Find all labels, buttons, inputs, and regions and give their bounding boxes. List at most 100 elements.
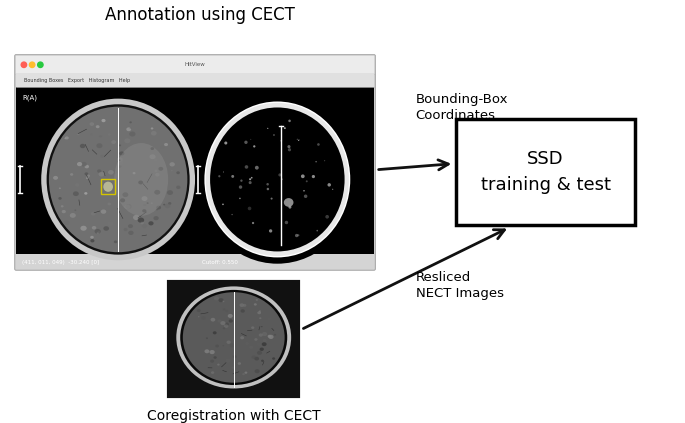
Ellipse shape xyxy=(198,316,199,317)
Ellipse shape xyxy=(232,366,234,369)
Ellipse shape xyxy=(219,325,224,328)
Ellipse shape xyxy=(217,364,220,365)
Ellipse shape xyxy=(254,338,258,341)
Circle shape xyxy=(29,62,35,68)
Ellipse shape xyxy=(251,327,254,329)
Ellipse shape xyxy=(163,204,165,206)
Ellipse shape xyxy=(210,107,345,251)
Ellipse shape xyxy=(315,161,317,162)
Bar xyxy=(169,281,299,397)
Ellipse shape xyxy=(288,145,290,148)
Ellipse shape xyxy=(278,173,282,176)
Ellipse shape xyxy=(297,139,298,140)
Ellipse shape xyxy=(288,148,291,151)
Ellipse shape xyxy=(272,357,275,360)
Ellipse shape xyxy=(140,222,144,224)
Ellipse shape xyxy=(262,342,266,346)
Ellipse shape xyxy=(224,324,228,328)
Ellipse shape xyxy=(111,140,116,144)
Text: Resliced
NECT Images: Resliced NECT Images xyxy=(416,271,503,300)
Ellipse shape xyxy=(258,311,261,314)
Ellipse shape xyxy=(129,127,132,129)
Ellipse shape xyxy=(223,345,224,346)
Ellipse shape xyxy=(273,134,275,136)
Ellipse shape xyxy=(261,360,264,362)
Ellipse shape xyxy=(120,198,125,202)
FancyBboxPatch shape xyxy=(15,55,375,74)
Ellipse shape xyxy=(229,319,233,323)
Ellipse shape xyxy=(240,303,244,307)
Ellipse shape xyxy=(225,322,229,326)
Ellipse shape xyxy=(65,136,68,140)
Ellipse shape xyxy=(239,185,242,189)
Ellipse shape xyxy=(155,173,160,176)
Ellipse shape xyxy=(90,133,92,135)
Bar xyxy=(456,119,635,225)
Ellipse shape xyxy=(210,318,215,321)
Ellipse shape xyxy=(251,177,253,179)
Ellipse shape xyxy=(324,160,325,161)
Ellipse shape xyxy=(316,230,318,231)
Ellipse shape xyxy=(151,131,157,135)
Ellipse shape xyxy=(129,121,132,124)
Ellipse shape xyxy=(95,229,101,234)
Ellipse shape xyxy=(240,309,245,313)
Ellipse shape xyxy=(77,134,79,135)
Ellipse shape xyxy=(219,298,223,302)
Ellipse shape xyxy=(90,122,94,126)
Ellipse shape xyxy=(164,143,168,146)
Ellipse shape xyxy=(249,181,251,184)
Ellipse shape xyxy=(238,362,241,365)
Ellipse shape xyxy=(214,356,216,359)
Ellipse shape xyxy=(259,333,263,337)
Ellipse shape xyxy=(99,135,102,137)
Ellipse shape xyxy=(97,232,99,234)
Ellipse shape xyxy=(245,342,249,345)
Ellipse shape xyxy=(171,170,173,171)
Ellipse shape xyxy=(303,190,305,192)
Ellipse shape xyxy=(129,132,136,137)
Ellipse shape xyxy=(223,171,224,173)
Text: R(A): R(A) xyxy=(22,95,37,101)
Ellipse shape xyxy=(117,160,123,165)
Ellipse shape xyxy=(41,99,195,260)
Ellipse shape xyxy=(298,140,299,141)
Ellipse shape xyxy=(167,190,173,195)
Ellipse shape xyxy=(155,170,158,172)
Ellipse shape xyxy=(304,195,308,198)
Ellipse shape xyxy=(123,228,127,231)
Ellipse shape xyxy=(297,234,299,236)
Ellipse shape xyxy=(268,317,271,320)
Ellipse shape xyxy=(223,308,225,310)
Ellipse shape xyxy=(204,349,210,353)
Ellipse shape xyxy=(108,221,114,226)
Bar xyxy=(16,87,374,254)
Ellipse shape xyxy=(240,179,242,182)
Ellipse shape xyxy=(112,170,118,174)
Ellipse shape xyxy=(260,348,264,351)
Ellipse shape xyxy=(98,231,100,233)
Ellipse shape xyxy=(271,198,273,200)
Ellipse shape xyxy=(128,224,133,228)
Ellipse shape xyxy=(59,187,61,189)
Ellipse shape xyxy=(64,220,70,225)
Ellipse shape xyxy=(268,335,271,338)
Ellipse shape xyxy=(138,181,143,184)
Ellipse shape xyxy=(245,165,248,169)
FancyBboxPatch shape xyxy=(14,55,375,270)
Ellipse shape xyxy=(154,158,158,161)
Ellipse shape xyxy=(227,341,231,344)
Ellipse shape xyxy=(269,229,272,233)
Ellipse shape xyxy=(183,292,285,383)
Ellipse shape xyxy=(114,240,117,243)
Ellipse shape xyxy=(75,209,76,211)
Ellipse shape xyxy=(103,226,109,231)
Ellipse shape xyxy=(210,360,214,363)
Ellipse shape xyxy=(197,309,201,312)
Ellipse shape xyxy=(253,145,256,148)
Ellipse shape xyxy=(176,286,291,388)
Ellipse shape xyxy=(164,203,171,208)
Text: Cutoff: 0.550: Cutoff: 0.550 xyxy=(202,261,238,266)
Bar xyxy=(169,281,299,397)
Ellipse shape xyxy=(117,157,123,162)
